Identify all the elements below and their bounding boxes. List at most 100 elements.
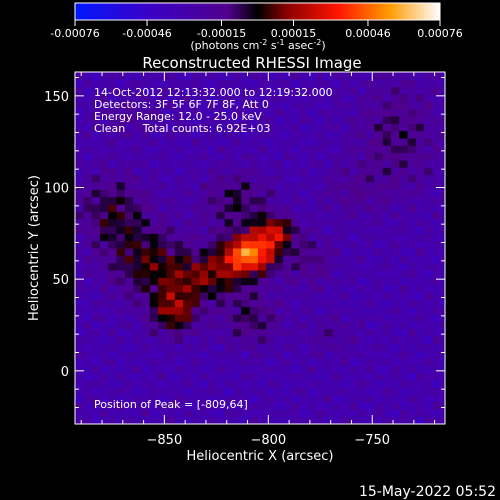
heatmap-cell xyxy=(307,145,317,154)
heatmap-cell xyxy=(116,108,126,117)
heatmap-cell xyxy=(299,123,309,132)
heatmap-cell xyxy=(316,358,325,366)
heatmap-cell xyxy=(274,204,284,212)
heatmap-cell xyxy=(382,248,392,256)
heatmap-cell xyxy=(149,255,159,264)
heatmap-cell xyxy=(216,116,226,124)
heatmap-cell xyxy=(432,299,442,308)
heatmap-cell xyxy=(341,152,350,161)
heatmap-cell xyxy=(174,262,184,271)
heatmap-cell xyxy=(357,314,367,322)
heatmap-cell xyxy=(266,204,276,212)
heatmap-cell xyxy=(316,189,325,198)
heatmap-cell xyxy=(282,72,292,80)
heatmap-cell xyxy=(307,343,317,352)
heatmap-cell xyxy=(241,321,251,330)
heatmap-cell xyxy=(116,240,126,249)
heatmap-cell xyxy=(216,394,226,403)
heatmap-cell xyxy=(75,211,84,220)
heatmap-cell xyxy=(274,299,284,308)
heatmap-cell xyxy=(91,130,101,139)
heatmap-cell xyxy=(183,182,192,190)
heatmap-cell xyxy=(257,72,267,80)
heatmap-cell xyxy=(324,167,334,176)
heatmap-cell xyxy=(374,204,384,212)
heatmap-cell xyxy=(224,79,234,88)
heatmap-cell xyxy=(332,72,342,80)
heatmap-cell xyxy=(216,233,226,242)
heatmap-cell xyxy=(83,292,93,300)
heatmap-cell xyxy=(291,94,300,102)
heatmap-cell xyxy=(274,365,284,374)
heatmap-cell xyxy=(83,380,93,388)
heatmap-cell xyxy=(166,270,176,278)
heatmap-cell xyxy=(241,226,251,234)
heatmap-cell xyxy=(149,270,159,278)
heatmap-cell xyxy=(216,277,226,286)
heatmap-cell xyxy=(249,321,259,330)
heatmap-cell xyxy=(357,123,367,132)
heatmap-cell xyxy=(415,343,425,352)
heatmap-cell xyxy=(257,409,267,418)
heatmap-cell xyxy=(274,372,284,381)
heatmap-cell xyxy=(307,350,317,359)
heatmap-cell xyxy=(299,248,309,256)
heatmap-cell xyxy=(282,167,292,176)
heatmap-cell xyxy=(241,94,251,102)
heatmap-cell xyxy=(183,189,192,198)
heatmap-cell xyxy=(208,79,217,88)
heatmap-cell xyxy=(133,123,143,132)
heatmap-cell xyxy=(399,160,409,168)
heatmap-cell xyxy=(174,108,184,117)
heatmap-cell xyxy=(75,204,84,212)
heatmap-cell xyxy=(124,101,134,110)
heatmap-cell xyxy=(266,152,276,161)
heatmap-cell xyxy=(374,416,384,424)
heatmap-cell xyxy=(349,284,359,293)
heatmap-cell xyxy=(415,116,425,124)
heatmap-cell xyxy=(332,248,342,256)
y-tick-label: 150 xyxy=(44,90,69,105)
heatmap-cell xyxy=(124,306,134,315)
heatmap-cell xyxy=(415,306,425,315)
heatmap-cell xyxy=(399,358,409,366)
heatmap-cell xyxy=(149,72,159,80)
heatmap-cell xyxy=(357,138,367,146)
x-axis-label: Heliocentric X (arcsec) xyxy=(187,449,334,464)
heatmap-cell xyxy=(191,218,201,227)
heatmap-cell xyxy=(141,402,151,410)
heatmap-cell xyxy=(299,233,309,242)
heatmap-cell xyxy=(124,72,134,80)
heatmap-cell xyxy=(224,409,234,418)
heatmap-cell xyxy=(183,299,192,308)
heatmap-cell xyxy=(324,299,334,308)
heatmap-cell xyxy=(208,167,217,176)
heatmap-cell xyxy=(91,358,101,366)
heatmap-cell xyxy=(91,402,101,410)
heatmap-cell xyxy=(399,123,409,132)
heatmap-cell xyxy=(83,218,93,227)
heatmap-cell xyxy=(91,72,101,80)
heatmap-cell xyxy=(158,321,167,330)
heatmap-cell xyxy=(399,101,409,110)
heatmap-cell xyxy=(174,101,184,110)
heatmap-cell xyxy=(249,277,259,286)
heatmap-cell xyxy=(332,152,342,161)
heatmap-cell xyxy=(232,284,242,293)
heatmap-cell xyxy=(366,277,375,286)
heatmap-cell xyxy=(249,262,259,271)
heatmap-cell xyxy=(108,145,118,154)
heatmap-cell xyxy=(424,306,434,315)
heatmap-cell xyxy=(141,130,151,139)
heatmap-cell xyxy=(108,328,118,337)
heatmap-cell xyxy=(324,409,334,418)
heatmap-cell xyxy=(199,321,209,330)
heatmap-cell xyxy=(291,328,300,337)
heatmap-cell xyxy=(366,204,375,212)
heatmap-cell xyxy=(183,79,192,88)
heatmap-cell xyxy=(232,182,242,190)
heatmap-cell xyxy=(133,130,143,139)
heatmap-cell xyxy=(307,86,317,95)
heatmap-cell xyxy=(282,358,292,366)
heatmap-cell xyxy=(199,299,209,308)
